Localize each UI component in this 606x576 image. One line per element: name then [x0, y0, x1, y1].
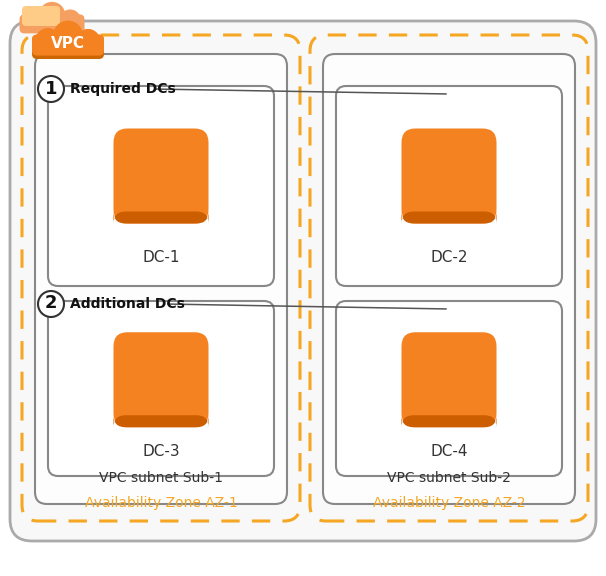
Text: VPC: VPC [51, 36, 85, 51]
FancyBboxPatch shape [402, 211, 496, 223]
Text: 2: 2 [45, 294, 57, 313]
FancyBboxPatch shape [35, 54, 287, 504]
Circle shape [76, 29, 100, 52]
Circle shape [59, 9, 81, 31]
FancyBboxPatch shape [32, 44, 104, 59]
Circle shape [80, 40, 96, 57]
Text: DC-2: DC-2 [430, 251, 468, 266]
FancyBboxPatch shape [323, 54, 575, 504]
Text: Additional DCs: Additional DCs [70, 297, 185, 311]
FancyBboxPatch shape [48, 301, 274, 476]
Circle shape [35, 28, 61, 54]
FancyBboxPatch shape [336, 301, 562, 476]
Circle shape [22, 9, 45, 32]
Circle shape [38, 291, 64, 317]
FancyBboxPatch shape [113, 415, 208, 427]
FancyBboxPatch shape [48, 86, 274, 286]
Text: VPC subnet Sub-2: VPC subnet Sub-2 [387, 471, 511, 485]
Circle shape [35, 28, 61, 54]
FancyBboxPatch shape [336, 86, 562, 286]
FancyBboxPatch shape [32, 35, 104, 56]
FancyBboxPatch shape [10, 21, 596, 541]
FancyBboxPatch shape [32, 35, 104, 56]
FancyBboxPatch shape [402, 128, 496, 223]
Circle shape [38, 76, 64, 102]
Text: Availability Zone AZ-1: Availability Zone AZ-1 [85, 496, 238, 510]
Text: DC-4: DC-4 [430, 444, 468, 459]
Circle shape [39, 2, 65, 28]
FancyBboxPatch shape [22, 6, 60, 26]
Circle shape [58, 34, 79, 55]
Text: VPC subnet Sub-1: VPC subnet Sub-1 [99, 471, 223, 485]
Circle shape [53, 21, 82, 50]
FancyBboxPatch shape [113, 332, 208, 427]
FancyBboxPatch shape [402, 332, 496, 427]
Text: Required DCs: Required DCs [70, 82, 176, 96]
Text: DC-3: DC-3 [142, 444, 180, 459]
Circle shape [53, 21, 82, 50]
FancyBboxPatch shape [402, 415, 496, 427]
Circle shape [39, 40, 57, 58]
FancyBboxPatch shape [113, 128, 208, 223]
FancyBboxPatch shape [19, 14, 84, 33]
Text: DC-1: DC-1 [142, 251, 180, 266]
Text: Availability Zone AZ-2: Availability Zone AZ-2 [373, 496, 525, 510]
Circle shape [76, 29, 100, 52]
FancyBboxPatch shape [113, 211, 208, 223]
Text: 1: 1 [45, 79, 57, 97]
